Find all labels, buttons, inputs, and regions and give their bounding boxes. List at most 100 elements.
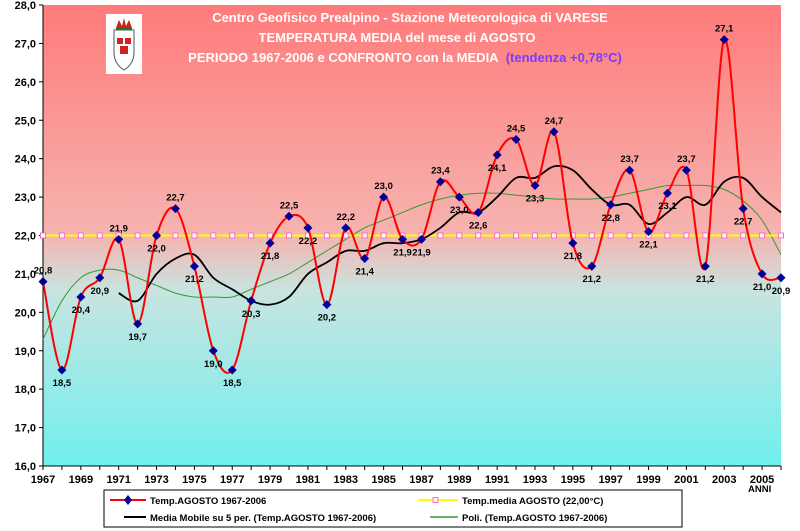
mean-marker [267, 232, 274, 239]
varese-crest-logo [106, 14, 142, 74]
data-label: 21,2 [185, 274, 204, 285]
temperature-marker [416, 234, 426, 244]
mean-marker [248, 232, 255, 239]
data-label: 23,4 [431, 166, 450, 177]
mean-marker [172, 232, 179, 239]
data-label: 19,7 [128, 332, 147, 343]
temperature-marker [303, 223, 313, 233]
x-tick-label: 1979 [258, 474, 282, 486]
x-tick-label: 1999 [636, 474, 660, 486]
temperature-marker [398, 234, 408, 244]
data-label: 23,0 [450, 205, 469, 216]
data-label: 23,7 [677, 154, 696, 165]
temperature-marker [341, 223, 351, 233]
data-label: 22,6 [469, 220, 488, 231]
data-label: 21,2 [583, 274, 602, 285]
temperature-marker [644, 227, 654, 237]
temperature-marker [38, 277, 48, 287]
mean-marker [626, 232, 633, 239]
temperature-marker [662, 188, 672, 198]
legend-item-poly: Poli. (Temp.AGOSTO 1967-2006) [430, 513, 607, 524]
legend-label-mean: Temp.media AGOSTO (22,00°C) [462, 496, 603, 507]
temperature-marker [587, 261, 597, 271]
x-tick-label: 2003 [712, 474, 736, 486]
data-label: 21,0 [753, 282, 772, 293]
data-label: 22,0 [147, 244, 166, 255]
mean-marker [134, 232, 141, 239]
mean-marker [380, 232, 387, 239]
mean-marker [550, 232, 557, 239]
temperature-marker [284, 211, 294, 221]
temperature-marker [738, 204, 748, 214]
data-label: 20,2 [318, 313, 337, 324]
temperature-series [38, 35, 786, 375]
data-label: 20,4 [72, 305, 91, 316]
legend-mean-markers [432, 497, 439, 503]
data-label: 20,9 [772, 286, 791, 297]
mean-marker [721, 232, 728, 239]
trend-note: (tendenza +0,78°C) [506, 50, 622, 65]
data-label: 22,2 [337, 212, 356, 223]
temperature-marker [757, 269, 767, 279]
temperature-marker [360, 254, 370, 264]
mean-marker [607, 232, 614, 239]
y-tick-label: 17,0 [15, 423, 36, 435]
x-tick-label: 1981 [296, 474, 320, 486]
chart-title-line-1: Centro Geofisico Prealpino - Stazione Me… [212, 10, 608, 25]
x-tick-label: 1991 [485, 474, 509, 486]
mean-marker [494, 232, 501, 239]
temperature-marker [606, 200, 616, 210]
data-label: 20,9 [91, 286, 110, 297]
mean-marker [456, 232, 463, 239]
x-tick-label: 1971 [106, 474, 130, 486]
data-label: 23,0 [374, 181, 393, 192]
y-tick-label: 20,0 [15, 307, 36, 319]
legend-box [103, 489, 683, 528]
y-tick-label: 16,0 [15, 461, 36, 473]
data-label: 21,4 [355, 267, 374, 278]
mean-marker [437, 232, 444, 239]
x-tick-label: 1973 [144, 474, 168, 486]
data-label: 21,9 [412, 247, 431, 258]
temperature-marker [265, 238, 275, 248]
y-tick-label: 23,0 [15, 192, 36, 204]
x-axis-label: ANNI [748, 484, 771, 495]
temperature-marker [57, 365, 67, 375]
y-tick-label: 21,0 [15, 269, 36, 281]
data-label: 22,5 [280, 200, 299, 211]
mean-marker [77, 232, 84, 239]
y-tick-label: 22,0 [15, 231, 36, 243]
data-label: 24,7 [545, 116, 564, 127]
data-label: 22,2 [299, 236, 318, 247]
mean-marker [702, 232, 709, 239]
temperature-marker [189, 261, 199, 271]
x-tick-label: 1983 [334, 474, 358, 486]
temperature-marker [95, 273, 105, 283]
data-label: 19,0 [204, 359, 223, 370]
data-label: 22,8 [601, 213, 620, 224]
polynomial-trend-path [42, 184, 782, 340]
data-label: 22,1 [639, 240, 658, 251]
legend-item-moving-avg: Media Mobile su 5 per. (Temp.AGOSTO 1967… [124, 513, 376, 524]
data-label: 21,9 [393, 247, 412, 258]
x-tick-label: 1967 [31, 474, 55, 486]
temperature-marker [152, 231, 162, 240]
data-label: 23,1 [658, 201, 677, 212]
temperature-marker [511, 134, 521, 144]
legend-label-poly: Poli. (Temp.AGOSTO 1967-2006) [462, 513, 607, 524]
data-label: 20,3 [242, 309, 261, 320]
temperature-marker [530, 181, 540, 191]
x-tick-label: 1993 [523, 474, 547, 486]
y-tick-label: 19,0 [15, 346, 36, 358]
mean-marker [513, 232, 520, 239]
x-tick-label: 2001 [674, 474, 698, 486]
data-label: 24,1 [488, 163, 507, 174]
moving-average-line [118, 164, 782, 306]
x-tick-label: 1995 [561, 474, 585, 486]
mean-marker [323, 232, 330, 239]
y-tick-label: 24,0 [15, 154, 36, 166]
data-label: 21,2 [696, 274, 715, 285]
moving-average-path [118, 164, 782, 306]
temperature-marker [681, 165, 691, 175]
